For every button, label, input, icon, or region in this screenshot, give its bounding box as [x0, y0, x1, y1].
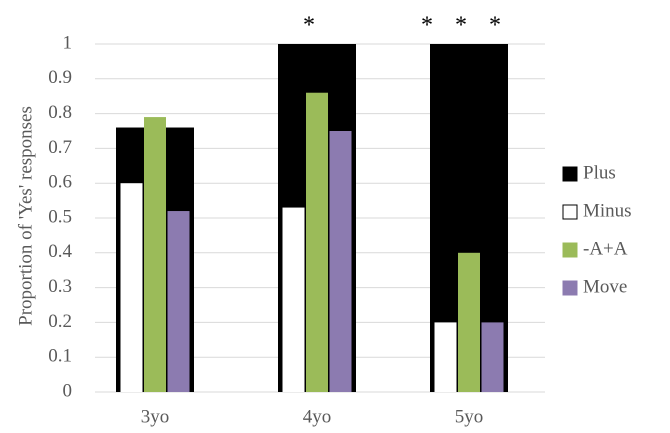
- legend-label: Plus: [583, 162, 616, 183]
- y-axis-tick-labels: 0 0.1 0.2 0.3 0.4 0.5 0.6 0.7 0.8 0.9 1: [48, 32, 72, 401]
- y-tick-label: 0: [63, 380, 73, 401]
- legend-label: Minus: [583, 200, 632, 221]
- bar-aa-4yo: [306, 92, 328, 392]
- y-tick-label: 0.2: [48, 311, 72, 332]
- significance-markers: * * * *: [303, 13, 509, 39]
- bar-minus-4yo: [282, 207, 305, 392]
- legend-label: Move: [583, 276, 627, 297]
- legend: Plus Minus -A+A Move: [562, 162, 632, 297]
- legend-swatch: [562, 242, 578, 258]
- bar-minus-5yo: [434, 322, 457, 392]
- bar-aa-5yo: [458, 252, 480, 392]
- bar-aa-3yo: [144, 117, 166, 392]
- x-axis-category-labels: 3yo 4yo 5yo: [141, 406, 484, 427]
- significance-marker: *: [303, 13, 323, 39]
- significance-marker: * * *: [421, 13, 509, 39]
- bar-move-4yo: [329, 131, 352, 392]
- legend-swatch: [562, 204, 578, 220]
- x-category-label: 3yo: [141, 406, 170, 427]
- y-tick-label: 0.8: [48, 102, 72, 123]
- y-tick-label: 1: [63, 32, 73, 53]
- y-tick-label: 0.6: [48, 172, 72, 193]
- y-axis-label: Proportion of 'Yes' responses: [15, 106, 36, 326]
- x-category-label: 4yo: [303, 406, 332, 427]
- legend-label: -A+A: [583, 238, 628, 259]
- legend-swatch: [562, 166, 578, 182]
- y-tick-label: 0.7: [48, 137, 72, 158]
- legend-swatch: [562, 280, 578, 296]
- x-category-label: 5yo: [455, 406, 484, 427]
- y-tick-label: 0.1: [48, 346, 72, 367]
- bar-minus-3yo: [120, 183, 143, 392]
- bar-move-3yo: [167, 211, 190, 392]
- y-tick-label: 0.5: [48, 206, 72, 227]
- y-tick-label: 0.9: [48, 67, 72, 88]
- y-tick-label: 0.4: [48, 241, 72, 262]
- bars: [116, 44, 508, 393]
- bar-move-5yo: [481, 322, 504, 392]
- y-tick-label: 0.3: [48, 276, 72, 297]
